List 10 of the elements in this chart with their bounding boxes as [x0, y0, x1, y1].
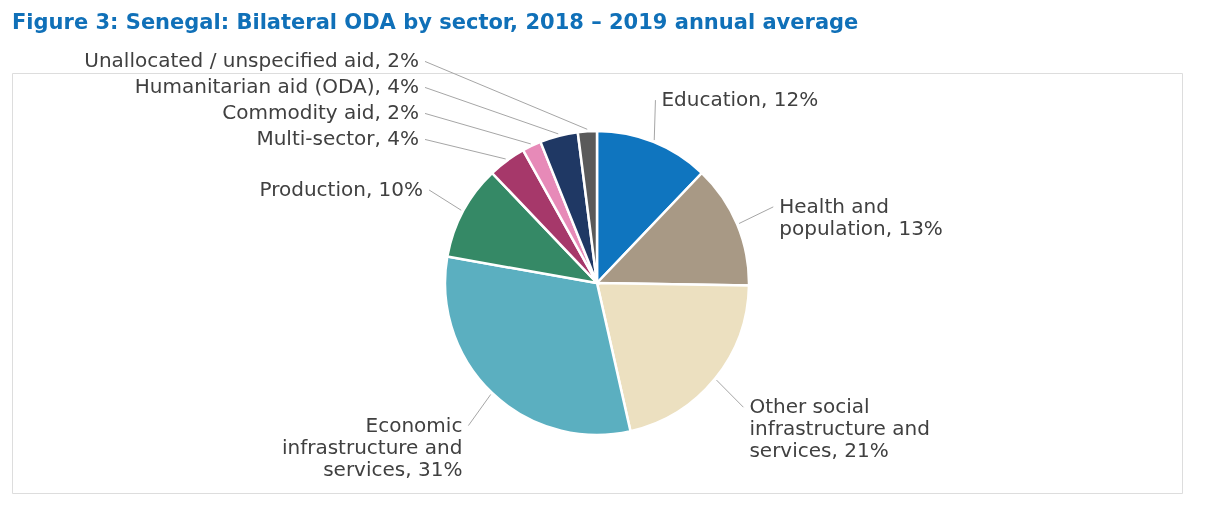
- slice-label: Multi-sector, 4%: [256, 126, 419, 151]
- slice-label: Production, 10%: [259, 176, 424, 201]
- slice-label: Other social infrastructure and services, 21%: [749, 394, 930, 463]
- slice-label: Unallocated / unspecified aid, 2%: [84, 48, 419, 73]
- chart-title: Figure 3: Senegal: Bilateral ODA by sector, 2018 – 2019 annual average: [12, 10, 859, 35]
- slice-label: Education, 12%: [661, 87, 819, 112]
- slice-label: Economic infrastructure and services, 31%: [281, 412, 463, 481]
- slice-label: Humanitarian aid (ODA), 4%: [134, 74, 419, 99]
- slice-label: Health and population, 13%: [779, 193, 943, 240]
- slice-label: Commodity aid, 2%: [222, 100, 419, 125]
